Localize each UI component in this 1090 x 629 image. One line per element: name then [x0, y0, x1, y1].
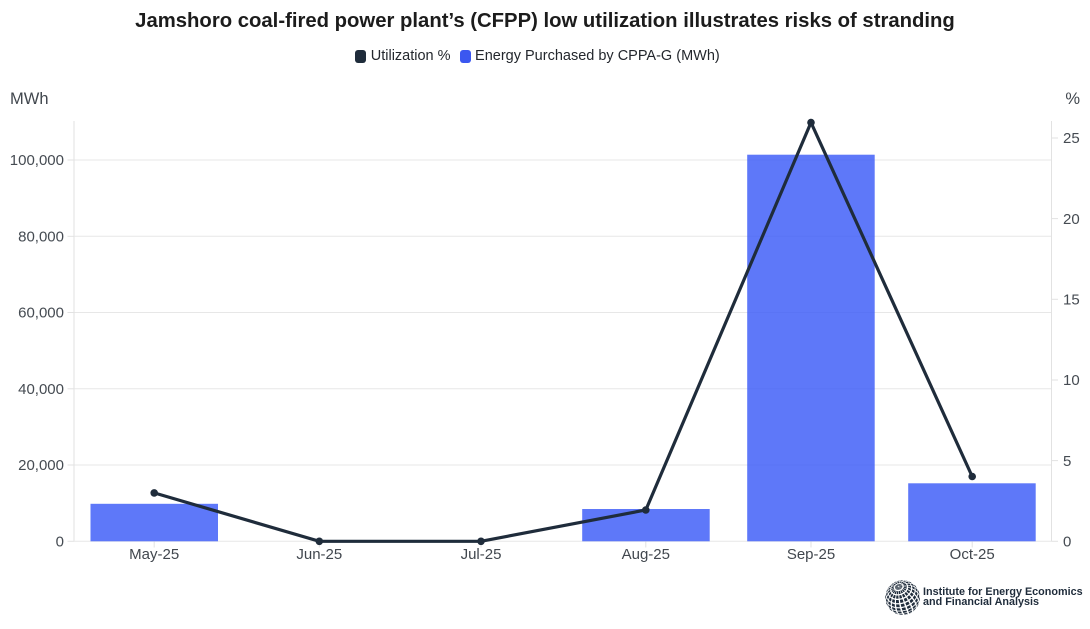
svg-text:20,000: 20,000: [18, 457, 64, 474]
svg-text:25: 25: [1063, 130, 1080, 147]
svg-text:0: 0: [1063, 534, 1071, 551]
svg-text:20: 20: [1063, 211, 1080, 228]
svg-text:80,000: 80,000: [18, 229, 64, 246]
svg-text:10: 10: [1063, 372, 1080, 389]
svg-text:15: 15: [1063, 292, 1080, 309]
svg-text:5: 5: [1063, 453, 1071, 470]
svg-text:0: 0: [56, 534, 64, 551]
svg-text:100,000: 100,000: [10, 152, 64, 169]
svg-text:40,000: 40,000: [18, 381, 64, 398]
svg-text:60,000: 60,000: [18, 305, 64, 322]
